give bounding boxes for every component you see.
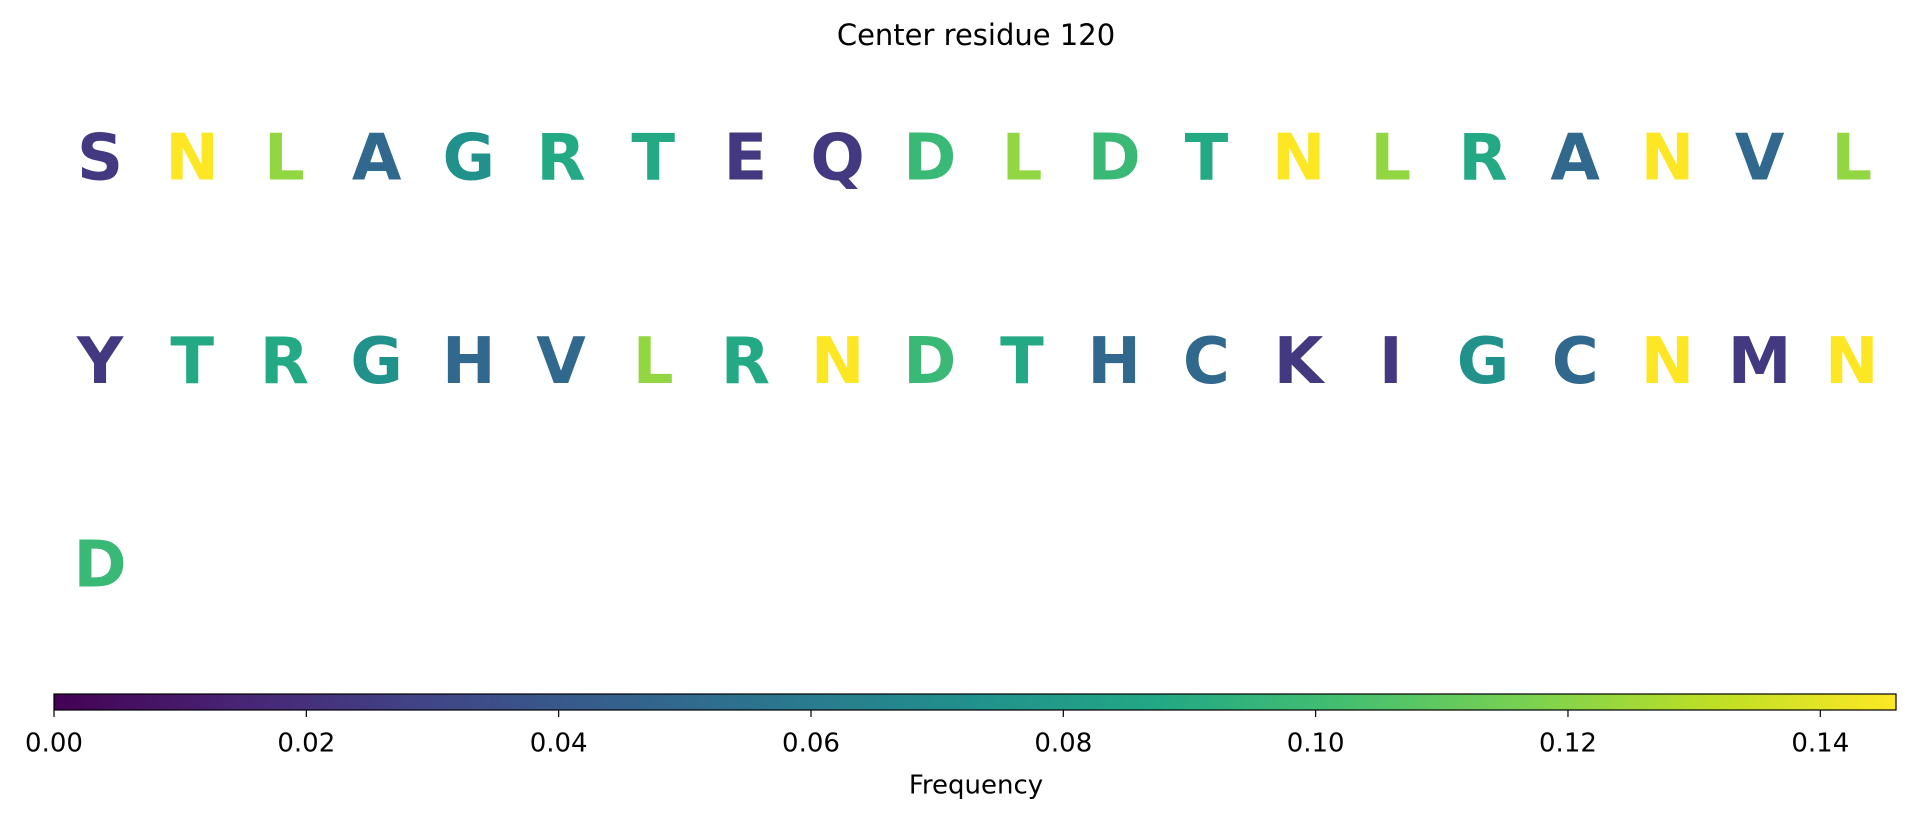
residue-letter: L — [1370, 122, 1411, 196]
residue-letter: G — [1457, 325, 1510, 399]
colorbar — [53, 693, 1897, 711]
residue-letter: I — [1379, 325, 1403, 399]
residue-letter: M — [1728, 325, 1792, 399]
tick-label: 0.06 — [782, 729, 840, 759]
residue-letter: N — [1641, 122, 1695, 196]
tick-label: 0.00 — [25, 729, 83, 759]
residue-letter: D — [73, 529, 126, 603]
residue-letter: Y — [76, 325, 124, 399]
chart-title: Center residue 120 — [837, 18, 1115, 52]
residue-letter: D — [903, 325, 956, 399]
residue-letter: R — [721, 325, 770, 399]
residue-letter: L — [633, 325, 674, 399]
residue-letter: V — [536, 325, 586, 399]
residue-letter: R — [1458, 122, 1507, 196]
residue-letter: Q — [810, 122, 864, 196]
residue-letter: G — [443, 122, 496, 196]
residue-letter: H — [442, 325, 496, 399]
residue-letter: L — [1831, 122, 1872, 196]
residue-letter: V — [1735, 122, 1785, 196]
residue-letter: A — [352, 122, 402, 196]
tick-label: 0.14 — [1791, 729, 1849, 759]
tick-label: 0.12 — [1539, 729, 1597, 759]
residue-letter: S — [77, 122, 123, 196]
tick-label: 0.02 — [277, 729, 335, 759]
residue-letter: D — [903, 122, 956, 196]
residue-letter: N — [811, 325, 865, 399]
residue-letter: L — [1002, 122, 1043, 196]
residue-letter: K — [1274, 325, 1326, 399]
residue-letter: N — [1272, 122, 1326, 196]
tick-label: 0.10 — [1287, 729, 1345, 759]
residue-letter: N — [165, 122, 219, 196]
residue-letter: T — [1000, 325, 1044, 399]
residue-letter: T — [631, 122, 675, 196]
residue-letter: N — [1641, 325, 1695, 399]
tick-label: 0.08 — [1034, 729, 1092, 759]
residue-letter: R — [536, 122, 585, 196]
colorbar-label: Frequency — [909, 771, 1043, 801]
residue-letter: E — [724, 122, 768, 196]
residue-letter: R — [260, 325, 309, 399]
residue-letter: C — [1552, 325, 1599, 399]
tick-label: 0.04 — [530, 729, 588, 759]
residue-letter: T — [170, 325, 214, 399]
residue-letter: C — [1183, 325, 1230, 399]
residue-letter: A — [1550, 122, 1600, 196]
residue-letter: D — [1088, 122, 1141, 196]
residue-letter: H — [1087, 325, 1141, 399]
residue-letter: N — [1825, 325, 1879, 399]
residue-letter: L — [264, 122, 305, 196]
residue-letter: T — [1185, 122, 1229, 196]
residue-letter: G — [350, 325, 403, 399]
